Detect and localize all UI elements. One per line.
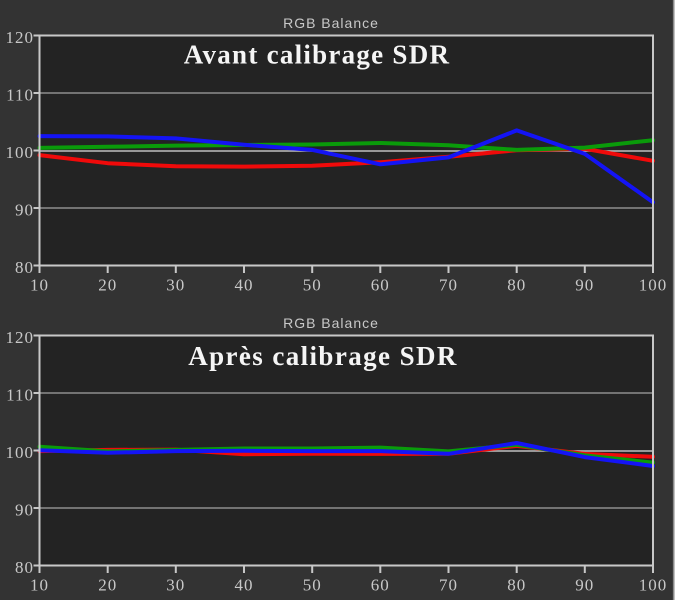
svg-text:30: 30: [166, 575, 185, 594]
svg-text:100: 100: [6, 443, 35, 462]
svg-text:90: 90: [15, 501, 34, 520]
svg-text:100: 100: [639, 275, 668, 294]
svg-text:50: 50: [303, 275, 322, 294]
svg-text:40: 40: [235, 575, 254, 594]
svg-text:90: 90: [575, 575, 594, 594]
svg-text:10: 10: [30, 575, 49, 594]
svg-text:30: 30: [166, 275, 185, 294]
svg-text:100: 100: [639, 575, 668, 594]
svg-text:10: 10: [30, 275, 49, 294]
svg-text:80: 80: [507, 575, 526, 594]
svg-text:120: 120: [6, 28, 35, 47]
svg-text:50: 50: [303, 575, 322, 594]
svg-text:110: 110: [6, 86, 34, 105]
svg-text:Avant calibrage SDR: Avant calibrage SDR: [184, 40, 450, 70]
svg-text:RGB Balance: RGB Balance: [283, 15, 379, 31]
svg-text:40: 40: [235, 275, 254, 294]
svg-text:90: 90: [15, 201, 34, 220]
svg-text:70: 70: [439, 575, 458, 594]
svg-text:70: 70: [439, 275, 458, 294]
svg-text:20: 20: [98, 575, 117, 594]
svg-text:110: 110: [6, 386, 34, 405]
svg-text:60: 60: [371, 275, 390, 294]
svg-text:RGB Balance: RGB Balance: [283, 315, 379, 331]
svg-text:20: 20: [98, 275, 117, 294]
svg-text:80: 80: [507, 275, 526, 294]
svg-text:80: 80: [15, 558, 34, 577]
svg-text:80: 80: [15, 258, 34, 277]
svg-text:90: 90: [575, 275, 594, 294]
svg-text:Après calibrage SDR: Après calibrage SDR: [188, 341, 458, 371]
svg-text:60: 60: [371, 575, 390, 594]
svg-text:100: 100: [6, 143, 35, 162]
svg-text:120: 120: [6, 328, 35, 347]
